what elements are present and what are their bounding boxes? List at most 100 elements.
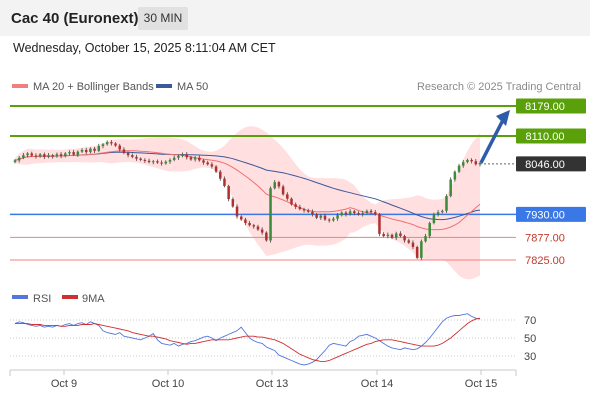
candle-body-97 <box>420 241 423 258</box>
candle-body-54 <box>239 216 243 220</box>
candle-body-95 <box>411 242 415 247</box>
level-label-2: 7930.00 <box>525 209 565 221</box>
rsi-tick-0: 70 <box>524 315 536 327</box>
candle-body-9 <box>51 155 54 157</box>
candle-body-79 <box>344 212 348 215</box>
candle-body-18 <box>89 148 92 153</box>
candle-body-47 <box>210 164 214 167</box>
candle-body-68 <box>298 206 302 210</box>
candle-body-98 <box>424 236 427 242</box>
candle-body-64 <box>281 186 285 195</box>
candle-body-48 <box>214 166 218 172</box>
candle-body-23 <box>110 142 113 144</box>
candle-body-25 <box>118 145 121 150</box>
candle-body-65 <box>286 194 289 199</box>
candle-body-3 <box>26 153 29 156</box>
header-bar: Cac 40 (Euronext) 30 MIN <box>0 0 590 36</box>
candle-body-102 <box>441 210 444 213</box>
x-label-0: Oct 9 <box>51 378 77 390</box>
candle-body-94 <box>407 240 411 243</box>
current-price-tag <box>516 156 586 172</box>
candle-body-72 <box>315 214 318 218</box>
candle-body-21 <box>101 144 105 147</box>
ma50-legend-swatch <box>156 84 172 88</box>
candle-body-108 <box>466 159 469 163</box>
rsi-tick-1: 50 <box>524 333 536 345</box>
candle-body-76 <box>332 218 335 221</box>
candles <box>13 139 482 260</box>
candle-body-88 <box>382 233 385 237</box>
candle-body-27 <box>126 152 130 156</box>
datetime-label: Wednesday, October 15, 2025 8:11:04 AM C… <box>13 41 276 55</box>
candle-body-89 <box>386 234 390 237</box>
rsi-ma-legend-swatch <box>62 295 78 299</box>
candle-body-32 <box>147 160 151 163</box>
candle-body-75 <box>327 219 331 221</box>
candle-body-17 <box>84 149 88 153</box>
candle-body-41 <box>185 154 189 158</box>
level-label-3: 7877.00 <box>525 232 565 244</box>
candle-body-90 <box>390 234 394 238</box>
level-tag-0 <box>516 98 586 114</box>
candle-body-1 <box>17 157 21 161</box>
candle-body-58 <box>256 226 260 230</box>
candle-body-67 <box>294 204 297 207</box>
ma50-legend-label: MA 50 <box>177 81 208 93</box>
candle-body-35 <box>160 162 163 164</box>
candle-body-105 <box>453 171 457 180</box>
candle-body-111 <box>478 162 482 165</box>
candle-body-70 <box>306 210 310 212</box>
candle-body-19 <box>93 148 96 151</box>
current-price-label: 8046.00 <box>525 159 565 171</box>
arrow-head <box>496 110 510 126</box>
candle-body-61 <box>269 188 272 241</box>
candle-body-99 <box>428 223 431 237</box>
candle-body-16 <box>80 149 84 152</box>
candle-body-81 <box>353 211 356 214</box>
candle-body-104 <box>449 179 452 197</box>
rsi-legend-swatch <box>12 295 28 299</box>
candle-body-103 <box>445 196 448 211</box>
candle-body-31 <box>143 159 147 161</box>
candle-body-80 <box>348 211 352 215</box>
candle-body-74 <box>323 215 327 220</box>
candle-body-84 <box>365 210 369 214</box>
timeframe-button[interactable]: 30 MIN <box>138 7 188 30</box>
candle-body-8 <box>47 155 50 157</box>
candle-body-22 <box>105 142 109 145</box>
x-label-4: Oct 15 <box>465 378 497 390</box>
rsi-ma-legend-label: 9MA <box>82 293 105 305</box>
candle-body-2 <box>22 155 25 158</box>
candle-body-107 <box>461 162 465 166</box>
candle-body-91 <box>394 233 398 238</box>
candle-body-38 <box>172 157 176 160</box>
candle-body-66 <box>290 198 293 205</box>
candle-body-20 <box>97 146 101 151</box>
candle-body-5 <box>34 155 38 157</box>
candle-body-77 <box>336 215 339 219</box>
candle-body-110 <box>474 161 478 165</box>
candle-body-93 <box>403 236 406 241</box>
candle-body-29 <box>135 156 138 159</box>
candle-body-96 <box>415 246 419 258</box>
candle-body-83 <box>361 213 364 215</box>
rsi-legend-label: RSI <box>33 293 51 305</box>
level-tag-1 <box>516 128 586 144</box>
rsi-panel: 70 50 30 <box>10 313 536 366</box>
x-label-1: Oct 10 <box>152 378 184 390</box>
candle-body-71 <box>311 211 314 215</box>
candle-body-52 <box>231 199 235 207</box>
rsi-tick-2: 30 <box>524 351 536 363</box>
candle-body-62 <box>273 182 276 189</box>
candle-body-60 <box>265 232 268 241</box>
candle-body-106 <box>457 165 461 172</box>
x-label-3: Oct 14 <box>361 378 393 390</box>
candle-body-39 <box>177 156 180 158</box>
level-label-4: 7825.00 <box>525 255 565 267</box>
instrument-title: Cac 40 (Euronext) <box>11 10 139 27</box>
candle-body-6 <box>38 154 42 157</box>
candle-body-10 <box>55 154 59 157</box>
candle-body-34 <box>156 161 159 163</box>
